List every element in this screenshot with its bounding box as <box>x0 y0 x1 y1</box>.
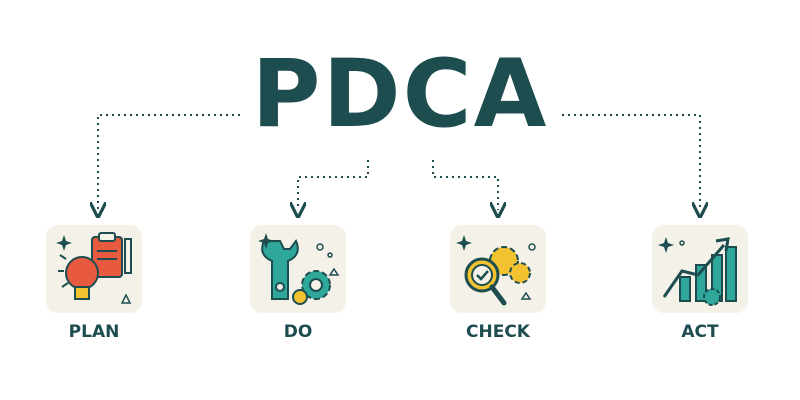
connector-act <box>562 114 700 210</box>
growth-chart-gear-icon <box>658 237 737 306</box>
connector-plan <box>98 114 240 210</box>
lightbulb-clipboard-icon <box>56 232 132 304</box>
wrench-gear-icon <box>258 233 340 305</box>
do-card <box>250 225 346 313</box>
plan-card <box>46 225 142 313</box>
act-card <box>652 225 748 313</box>
check-label: CHECK <box>466 322 530 342</box>
connector-do <box>298 160 369 210</box>
plan-label: PLAN <box>68 322 120 342</box>
diagram-title: PDCA <box>251 40 549 149</box>
check-card <box>450 225 546 313</box>
act-label: ACT <box>681 322 719 342</box>
connector-check <box>432 160 498 210</box>
do-label: DO <box>283 322 313 342</box>
magnifier-gear-icon <box>456 235 536 306</box>
